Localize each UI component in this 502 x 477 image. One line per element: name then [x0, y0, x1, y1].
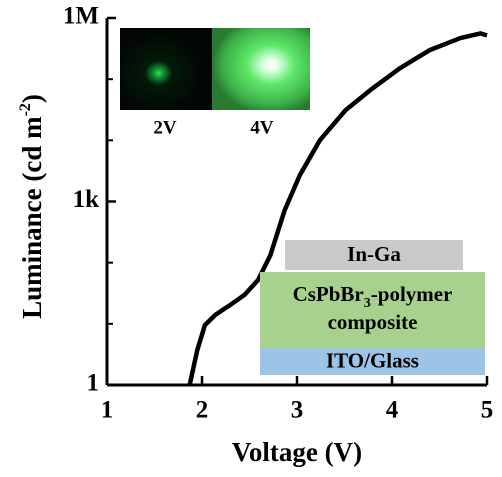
y-tick-label: 1k	[73, 186, 100, 213]
x-axis-label: Voltage (V)	[232, 437, 362, 467]
layer-label-part: In-Ga	[347, 242, 401, 266]
inset-label: 4V	[250, 117, 274, 138]
inset-label: 2V	[153, 117, 177, 138]
photo-2v	[120, 28, 212, 110]
layer-label-part: CsPbBr	[293, 282, 364, 306]
inset-photos: 2V 4V	[120, 28, 310, 138]
x-tick-label: 1	[101, 397, 114, 424]
y-tick-label: 1	[87, 370, 100, 397]
layer-box	[260, 348, 485, 375]
data-line	[187, 31, 488, 386]
layer-label: composite	[328, 310, 418, 334]
y-axis-label-part: -2	[17, 103, 34, 116]
layer-label: In-Ga	[347, 242, 401, 266]
layer-box	[260, 272, 485, 348]
layer-label-part: -polymer	[371, 282, 453, 306]
layer-label-part: 3	[364, 296, 371, 311]
x-tick-label: 4	[386, 397, 399, 424]
photo-4v	[212, 28, 310, 110]
y-axis-label-part: )	[17, 94, 47, 103]
x-tick-label: 2	[196, 397, 209, 424]
y-tick-label: 1M	[63, 3, 99, 30]
layer-box	[285, 240, 463, 270]
y-axis-label-part: Luminance (cd m	[17, 116, 47, 319]
layer-label: CsPbBr3-polymer	[293, 282, 453, 311]
y-axis-label: Luminance (cd m-2)	[17, 94, 47, 319]
x-tick-label: 5	[481, 397, 494, 424]
x-tick-label: 3	[291, 397, 304, 424]
layer-label: ITO/Glass	[326, 348, 419, 372]
layer-label-part: ITO/Glass	[326, 348, 419, 372]
